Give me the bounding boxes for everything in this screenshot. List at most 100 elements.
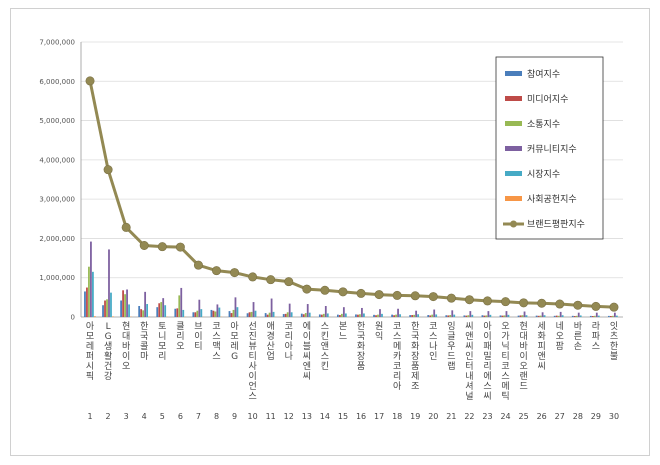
bar xyxy=(88,266,90,317)
bar xyxy=(94,316,96,317)
bar xyxy=(431,314,434,317)
data-point xyxy=(284,277,294,287)
bar xyxy=(499,315,502,317)
data-point xyxy=(555,299,565,309)
bar xyxy=(593,315,596,317)
bar xyxy=(338,315,341,317)
bar xyxy=(124,294,126,317)
bar xyxy=(212,310,215,317)
legend-swatch xyxy=(505,121,522,126)
bar xyxy=(521,315,524,317)
rank-label: 26 xyxy=(537,412,547,421)
bar xyxy=(108,249,110,317)
rank-label: 5 xyxy=(160,412,165,421)
bar xyxy=(218,307,221,317)
bar xyxy=(104,300,106,317)
bar xyxy=(198,299,201,317)
rank-label: 28 xyxy=(573,412,583,421)
bar xyxy=(246,313,249,317)
rank-label: 25 xyxy=(519,412,529,421)
bar xyxy=(359,314,361,317)
bar xyxy=(471,314,474,317)
bar xyxy=(110,292,112,317)
legend-box xyxy=(495,56,604,240)
bar xyxy=(290,312,293,317)
rank-label: 15 xyxy=(338,412,348,421)
bar xyxy=(523,311,526,317)
bar xyxy=(270,298,273,317)
bar xyxy=(435,314,438,317)
bar xyxy=(174,308,177,317)
bar xyxy=(250,311,253,317)
bar xyxy=(248,312,251,317)
bar xyxy=(120,300,122,317)
bar xyxy=(579,315,582,317)
legend-marker xyxy=(510,220,517,228)
bar xyxy=(613,312,616,317)
bar xyxy=(397,308,399,317)
rank-label: 18 xyxy=(392,412,402,421)
rank-label: 6 xyxy=(178,412,183,421)
bar xyxy=(342,307,345,317)
bar xyxy=(282,314,285,317)
y-tick-label: 7,000,000 xyxy=(39,39,75,47)
legend-label: 브랜드평판지수 xyxy=(527,219,585,230)
bar xyxy=(413,314,416,317)
legend-swatch xyxy=(505,196,522,201)
rank-label: 27 xyxy=(555,412,565,421)
rank-label: 1 xyxy=(87,412,92,421)
bar xyxy=(503,315,506,317)
data-point xyxy=(121,222,131,232)
bar xyxy=(228,311,231,317)
bar xyxy=(393,315,395,317)
bar xyxy=(86,287,88,317)
bar xyxy=(377,314,379,317)
data-point xyxy=(464,295,474,305)
bar xyxy=(467,315,470,317)
bar xyxy=(252,302,255,317)
bar xyxy=(449,315,452,317)
bar xyxy=(519,315,522,317)
bar xyxy=(415,310,418,317)
bar xyxy=(595,312,598,317)
bar xyxy=(272,311,275,317)
data-point xyxy=(175,242,185,252)
bar xyxy=(535,315,538,317)
rank-label: 11 xyxy=(266,412,276,421)
rank-label: 20 xyxy=(428,412,438,421)
bar xyxy=(417,314,420,317)
rank-label: 2 xyxy=(106,412,111,421)
bar xyxy=(210,309,213,317)
data-point xyxy=(103,165,113,175)
bar xyxy=(381,313,383,317)
bar xyxy=(395,314,397,317)
bar xyxy=(216,304,219,317)
bar xyxy=(122,290,124,317)
rank-label: 23 xyxy=(482,412,492,421)
data-point xyxy=(157,242,167,252)
rank-label: 3 xyxy=(124,412,129,421)
data-point xyxy=(519,298,529,308)
data-point xyxy=(248,272,258,282)
bar xyxy=(433,309,436,317)
data-point xyxy=(482,296,492,306)
bar xyxy=(178,295,181,317)
bar xyxy=(453,314,456,317)
bar xyxy=(176,308,179,317)
bar xyxy=(214,311,217,317)
bar xyxy=(501,315,504,317)
bar xyxy=(106,299,108,317)
